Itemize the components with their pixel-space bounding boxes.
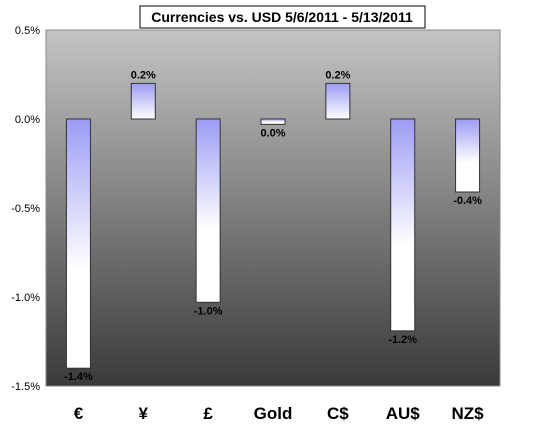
chart-title-box: Currencies vs. USD 5/6/2011 - 5/13/2011 (139, 5, 426, 29)
bar (260, 118, 286, 125)
category-label: C$ (327, 404, 349, 423)
chart-title: Currencies vs. USD 5/6/2011 - 5/13/2011 (151, 9, 413, 25)
bar (325, 82, 351, 120)
data-label: -1.2% (388, 334, 417, 346)
category-label: Gold (254, 404, 293, 423)
bar (65, 118, 91, 369)
bar (455, 118, 481, 193)
y-tick-label: -1.5% (11, 381, 40, 393)
bar (130, 82, 156, 120)
bar-series (65, 82, 481, 369)
data-label: -0.4% (453, 195, 482, 207)
x-axis: € ¥ £ Gold C$ AU$ NZ$ (74, 404, 484, 423)
category-label: ¥ (139, 404, 149, 423)
data-labels: -1.4% 0.2% -1.0% 0.0% 0.2% -1.2% -0.4% (64, 69, 482, 383)
bar (195, 118, 221, 303)
category-label: AU$ (386, 404, 421, 423)
y-axis: 0.5% 0.0% -0.5% -1.0% -1.5% (11, 25, 40, 393)
category-label: £ (203, 404, 213, 423)
data-label: -1.0% (194, 305, 223, 317)
category-label: NZ$ (452, 404, 485, 423)
y-tick-label: 0.0% (15, 114, 40, 126)
data-label: 0.2% (325, 69, 350, 81)
y-tick-label: 0.5% (15, 25, 40, 37)
y-tick-label: -1.0% (11, 292, 40, 304)
plot-area (45, 29, 501, 387)
category-label: € (74, 404, 84, 423)
bar (390, 118, 416, 332)
data-label: -1.4% (64, 371, 93, 383)
y-tick-label: -0.5% (11, 203, 40, 215)
data-label: 0.0% (260, 127, 285, 139)
data-label: 0.2% (131, 69, 156, 81)
